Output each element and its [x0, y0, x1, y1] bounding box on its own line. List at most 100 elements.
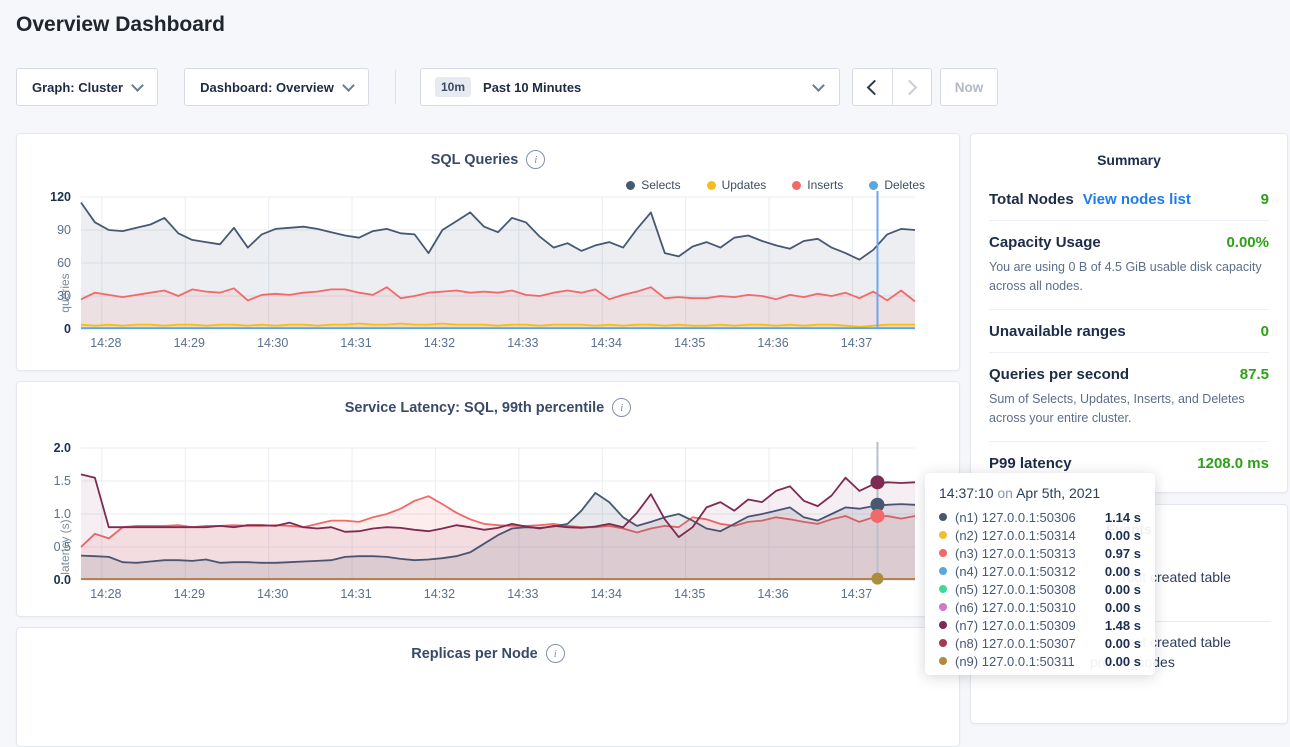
tooltip-timestamp: 14:37:10 on Apr 5th, 2021 [939, 485, 1141, 501]
graph-dropdown-label: Graph: Cluster [32, 80, 123, 95]
tooltip-row: (n8) 127.0.0.1:503070.00 s [939, 634, 1141, 652]
summary-value: 87.5 [1240, 366, 1269, 383]
svg-text:14:29: 14:29 [174, 587, 205, 601]
svg-text:14:32: 14:32 [424, 336, 455, 350]
latency-chart[interactable]: 0.0 0.5 1.0 1.5 2.0 14:28 14:29 14:30 14:31 14:32… [17, 440, 959, 615]
svg-text:14:31: 14:31 [340, 587, 371, 601]
divider [395, 70, 396, 104]
time-range-badge: 10m [435, 77, 471, 97]
summary-rows: Total Nodes View nodes list 9 Capacity Usag… [989, 178, 1269, 484]
svg-text:14:30: 14:30 [257, 336, 288, 350]
svg-text:14:34: 14:34 [591, 587, 622, 601]
summary-row: Total Nodes View nodes list 9 [989, 178, 1269, 221]
svg-text:30: 30 [57, 289, 71, 303]
time-nav-group [852, 68, 932, 106]
svg-text:0.0: 0.0 [54, 573, 71, 587]
summary-row: Unavailable ranges 0 [989, 310, 1269, 353]
controls-bar: Graph: Cluster Dashboard: Overview 10m P… [0, 68, 1290, 106]
svg-text:14:35: 14:35 [674, 336, 705, 350]
chart-hover-tooltip: 14:37:10 on Apr 5th, 2021 (n1) 127.0.0.1… [925, 473, 1155, 675]
tooltip-row: (n3) 127.0.0.1:503130.97 s [939, 544, 1141, 562]
prev-range-button[interactable] [853, 69, 892, 105]
summary-value: 0.00% [1226, 234, 1269, 251]
node-color-dot [939, 639, 947, 647]
node-color-dot [939, 585, 947, 593]
svg-text:1.5: 1.5 [54, 474, 71, 488]
dashboard-dropdown-label: Dashboard: Overview [200, 80, 334, 95]
chevron-left-icon [866, 79, 882, 95]
summary-label: Total Nodes [989, 191, 1074, 208]
summary-label: Queries per second [989, 366, 1129, 383]
summary-value: 9 [1261, 191, 1269, 208]
service-latency-card: Service Latency: SQL, 99th percentile i … [16, 381, 960, 617]
tooltip-row: (n4) 127.0.0.1:503120.00 s [939, 562, 1141, 580]
svg-text:14:28: 14:28 [90, 587, 121, 601]
chevron-right-icon [902, 79, 918, 95]
summary-label: Capacity Usage [989, 234, 1101, 251]
sql-queries-chart[interactable]: 030609012014:2814:2914:3014:3114:3214:33… [17, 189, 959, 364]
summary-value: 0 [1261, 323, 1269, 340]
info-icon[interactable]: i [546, 644, 565, 663]
graph-dropdown[interactable]: Graph: Cluster [16, 68, 158, 106]
svg-text:14:34: 14:34 [591, 336, 622, 350]
svg-text:14:36: 14:36 [757, 587, 788, 601]
tooltip-rows: (n1) 127.0.0.1:503061.14 s(n2) 127.0.0.1… [939, 508, 1141, 670]
svg-text:14:37: 14:37 [841, 587, 872, 601]
svg-text:14:29: 14:29 [174, 336, 205, 350]
node-color-dot [939, 657, 947, 665]
svg-text:0.5: 0.5 [54, 540, 71, 554]
chevron-down-icon [342, 79, 355, 92]
summary-desc: Sum of Selects, Updates, Inserts, and De… [989, 390, 1269, 429]
sql-queries-title: SQL Queries i [17, 150, 959, 169]
tooltip-row: (n5) 127.0.0.1:503080.00 s [939, 580, 1141, 598]
svg-text:14:35: 14:35 [674, 587, 705, 601]
summary-row: Capacity Usage 0.00% You are using 0 B of … [989, 221, 1269, 310]
time-range-selector[interactable]: 10m Past 10 Minutes [420, 68, 840, 106]
svg-text:90: 90 [57, 223, 71, 237]
node-color-dot [939, 513, 947, 521]
replicas-card: Replicas per Node i [16, 627, 960, 747]
svg-text:14:33: 14:33 [507, 336, 538, 350]
svg-text:120: 120 [50, 190, 71, 204]
time-range-label: Past 10 Minutes [483, 80, 581, 95]
summary-row: Queries per second 87.5 Sum of Selects, Up… [989, 353, 1269, 442]
summary-desc: You are using 0 B of 4.5 GiB usable disk… [989, 258, 1269, 297]
svg-text:60: 60 [57, 256, 71, 270]
now-button[interactable]: Now [940, 68, 998, 106]
svg-text:14:30: 14:30 [257, 587, 288, 601]
tooltip-row: (n9) 127.0.0.1:503110.00 s [939, 652, 1141, 670]
service-latency-title: Service Latency: SQL, 99th percentile i [17, 398, 959, 417]
page-title: Overview Dashboard [16, 13, 225, 37]
svg-text:0: 0 [64, 322, 71, 336]
chevron-down-icon [812, 79, 825, 92]
svg-text:2.0: 2.0 [54, 441, 71, 455]
node-color-dot [939, 531, 947, 539]
summary-value: 1208.0 ms [1197, 455, 1269, 472]
node-color-dot [939, 621, 947, 629]
svg-text:14:33: 14:33 [507, 587, 538, 601]
replicas-title: Replicas per Node i [17, 644, 959, 663]
next-range-button[interactable] [892, 69, 932, 105]
summary-card: Summary Total Nodes View nodes list 9 Capac… [970, 133, 1288, 493]
svg-text:14:37: 14:37 [841, 336, 872, 350]
summary-label: P99 latency [989, 455, 1072, 472]
tooltip-row: (n1) 127.0.0.1:503061.14 s [939, 508, 1141, 526]
view-nodes-link[interactable]: View nodes list [1083, 191, 1191, 208]
svg-text:14:32: 14:32 [424, 587, 455, 601]
node-color-dot [939, 549, 947, 557]
svg-text:14:28: 14:28 [90, 336, 121, 350]
node-color-dot [939, 567, 947, 575]
now-button-label: Now [955, 80, 984, 95]
summary-title: Summary [971, 152, 1287, 168]
tooltip-row: (n2) 127.0.0.1:503140.00 s [939, 526, 1141, 544]
summary-label: Unavailable ranges [989, 323, 1126, 340]
dashboard-dropdown[interactable]: Dashboard: Overview [184, 68, 369, 106]
tooltip-row: (n6) 127.0.0.1:503100.00 s [939, 598, 1141, 616]
sql-queries-card: SQL Queries i SelectsUpdatesInsertsDelet… [16, 133, 960, 371]
svg-text:14:36: 14:36 [757, 336, 788, 350]
info-icon[interactable]: i [526, 150, 545, 169]
svg-text:1.0: 1.0 [54, 507, 71, 521]
info-icon[interactable]: i [612, 398, 631, 417]
node-color-dot [939, 603, 947, 611]
chevron-down-icon [131, 79, 144, 92]
